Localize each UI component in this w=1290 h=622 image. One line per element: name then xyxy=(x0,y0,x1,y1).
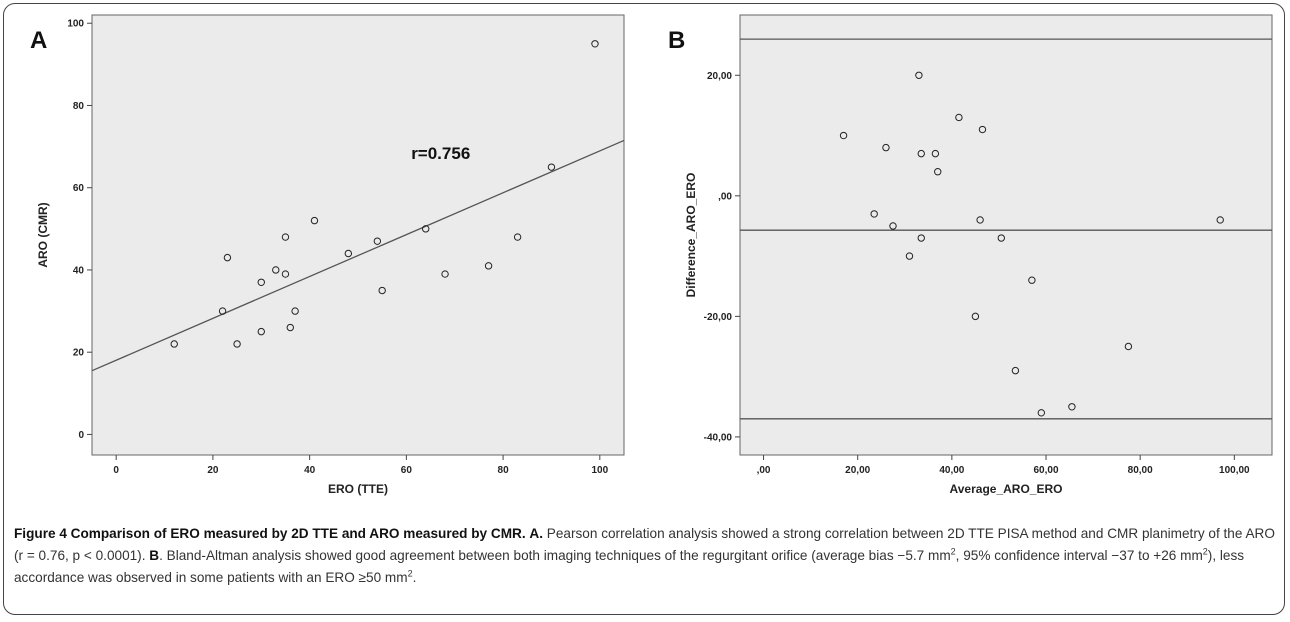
panel-a-data-point xyxy=(281,270,290,278)
panel-b-data-point xyxy=(905,252,914,260)
panel-a-data-point xyxy=(218,307,227,315)
panel-b-x-tick-label: 80,00 xyxy=(1128,465,1153,476)
panel-b-data-point xyxy=(976,216,984,224)
panel-a-x-tick-label: 20 xyxy=(207,465,219,476)
caption-b-text-2: , 95% confidence interval −37 to +26 mm xyxy=(955,548,1203,563)
figure-caption: Figure 4 Comparison of ERO measured by 2… xyxy=(14,523,1276,589)
panel-a-data-point xyxy=(344,249,353,258)
panel-b-x-tick-label: 60,00 xyxy=(1034,465,1059,476)
panel-b-data-point xyxy=(931,149,940,158)
panel-a-data-point xyxy=(513,233,522,241)
charts-svg: 0 20 40 60 80 100 0 20 40 60 80 100 r=0.756 ERO (TTE)… xyxy=(30,14,1273,496)
panel-b-data-point xyxy=(870,210,878,218)
caption-sup-3: 2 xyxy=(407,568,413,579)
panel-a-data-point xyxy=(233,340,241,348)
panel-b-data-point xyxy=(1216,216,1224,224)
panel-b-data-point xyxy=(971,312,980,321)
caption-title: Figure 4 Comparison of ERO measured by 2… xyxy=(14,526,526,541)
panel-a-data-point xyxy=(422,225,430,233)
caption-sup-2: 2 xyxy=(1202,546,1208,557)
caption-b-text-1: . Bland-Altman analysis showed good agre… xyxy=(159,548,951,563)
panel-b-data-point xyxy=(882,143,890,152)
panel-a-data-point xyxy=(441,270,449,278)
panel-a-x-tick-label: 0 xyxy=(113,465,119,476)
panel-b-data-point xyxy=(915,71,923,79)
panel-a-data-point xyxy=(484,262,493,270)
panel-a-data-point xyxy=(373,237,382,245)
panel-a-x-axis-label: ERO (TTE) xyxy=(328,482,388,496)
caption-a-label: A. xyxy=(529,526,543,541)
panel-a-x-tick-label: 40 xyxy=(304,465,316,476)
panel-a-data-point xyxy=(257,327,265,336)
panel-a-y-tick-label: 0 xyxy=(78,430,84,441)
panel-b-x-tick-label: 20,00 xyxy=(845,465,870,476)
panel-b-data-point xyxy=(934,168,942,176)
panel-b-y-tick-label: -40,00 xyxy=(704,432,733,443)
panel-b-data-point xyxy=(839,131,848,140)
panel-b-data-point xyxy=(1037,409,1046,417)
panel-b-data-point xyxy=(955,113,963,122)
caption-b-text-3: ), less accordance was observed in some … xyxy=(14,548,1245,585)
panel-a-data-point xyxy=(223,253,232,262)
panel-a-data-point xyxy=(378,286,386,295)
panel-b-x-tick-label: 100,00 xyxy=(1219,465,1250,476)
panel-b-x-tick-label: 40,00 xyxy=(939,465,964,476)
panel-a-plot-area xyxy=(91,14,625,456)
panel-a-data-point xyxy=(547,163,556,171)
panel-a-y-tick-label: 100 xyxy=(67,19,84,30)
panel-a-data-point xyxy=(310,216,319,225)
panel-b-data-point xyxy=(1028,276,1036,284)
panel-a-annotation: r=0.756 xyxy=(411,144,470,163)
panel-b-data-point xyxy=(917,234,925,242)
panel-a-regression-line xyxy=(91,139,625,372)
caption-sup-1: 2 xyxy=(950,546,956,557)
caption-b-text-4: . xyxy=(412,570,417,585)
panel-b-letter: B xyxy=(668,27,685,54)
panel-b-data-point xyxy=(997,234,1005,242)
panel-a-y-tick-label: 40 xyxy=(73,265,85,276)
panel-a-data-point xyxy=(281,233,290,241)
panel-a-data-point xyxy=(291,307,299,315)
panel-b-x-axis-label: Average_ARO_ERO xyxy=(950,482,1063,496)
panel-a-letter: A xyxy=(30,27,47,54)
panel-b-y-tick-label: ,00 xyxy=(718,191,732,202)
panel-a-x-tick-label: 80 xyxy=(498,465,510,476)
caption-b-label: B xyxy=(149,548,160,563)
panel-b-data-point xyxy=(917,149,925,158)
panel-b-y-axis-label: Difference_ARO_ERO xyxy=(684,173,698,298)
panel-a-y-tick-label: 20 xyxy=(73,348,85,359)
panel-b-data-point xyxy=(1011,366,1020,375)
panel-a-y-axis-label: ARO (CMR) xyxy=(36,202,50,267)
panel-a-x-tick-label: 60 xyxy=(401,465,413,476)
figure-frame xyxy=(3,3,1285,615)
panel-a-data-point xyxy=(591,40,599,48)
panel-b-data-point xyxy=(889,222,897,230)
panel-a-y-tick-label: 60 xyxy=(73,183,85,194)
panel-b-x-tick-label: ,00 xyxy=(757,465,771,476)
panel-b-y-tick-label: 20,00 xyxy=(707,71,732,82)
panel-b-data-point xyxy=(1124,342,1133,351)
panel-b-plot-area xyxy=(739,14,1273,456)
panel-a-data-point xyxy=(286,323,294,332)
panel-a-y-tick-label: 80 xyxy=(73,101,85,112)
panel-a-x-tick-label: 100 xyxy=(591,465,608,476)
panel-a-data-point xyxy=(272,266,280,274)
panel-a-data-point xyxy=(257,278,265,286)
panel-b-data-point xyxy=(978,125,987,134)
panel-a-data-point xyxy=(170,340,178,348)
panel-b-data-point xyxy=(1068,403,1076,411)
panel-b-y-tick-label: -20,00 xyxy=(704,312,733,323)
caption-a-text: Pearson correlation analysis showed a st… xyxy=(14,526,1275,563)
